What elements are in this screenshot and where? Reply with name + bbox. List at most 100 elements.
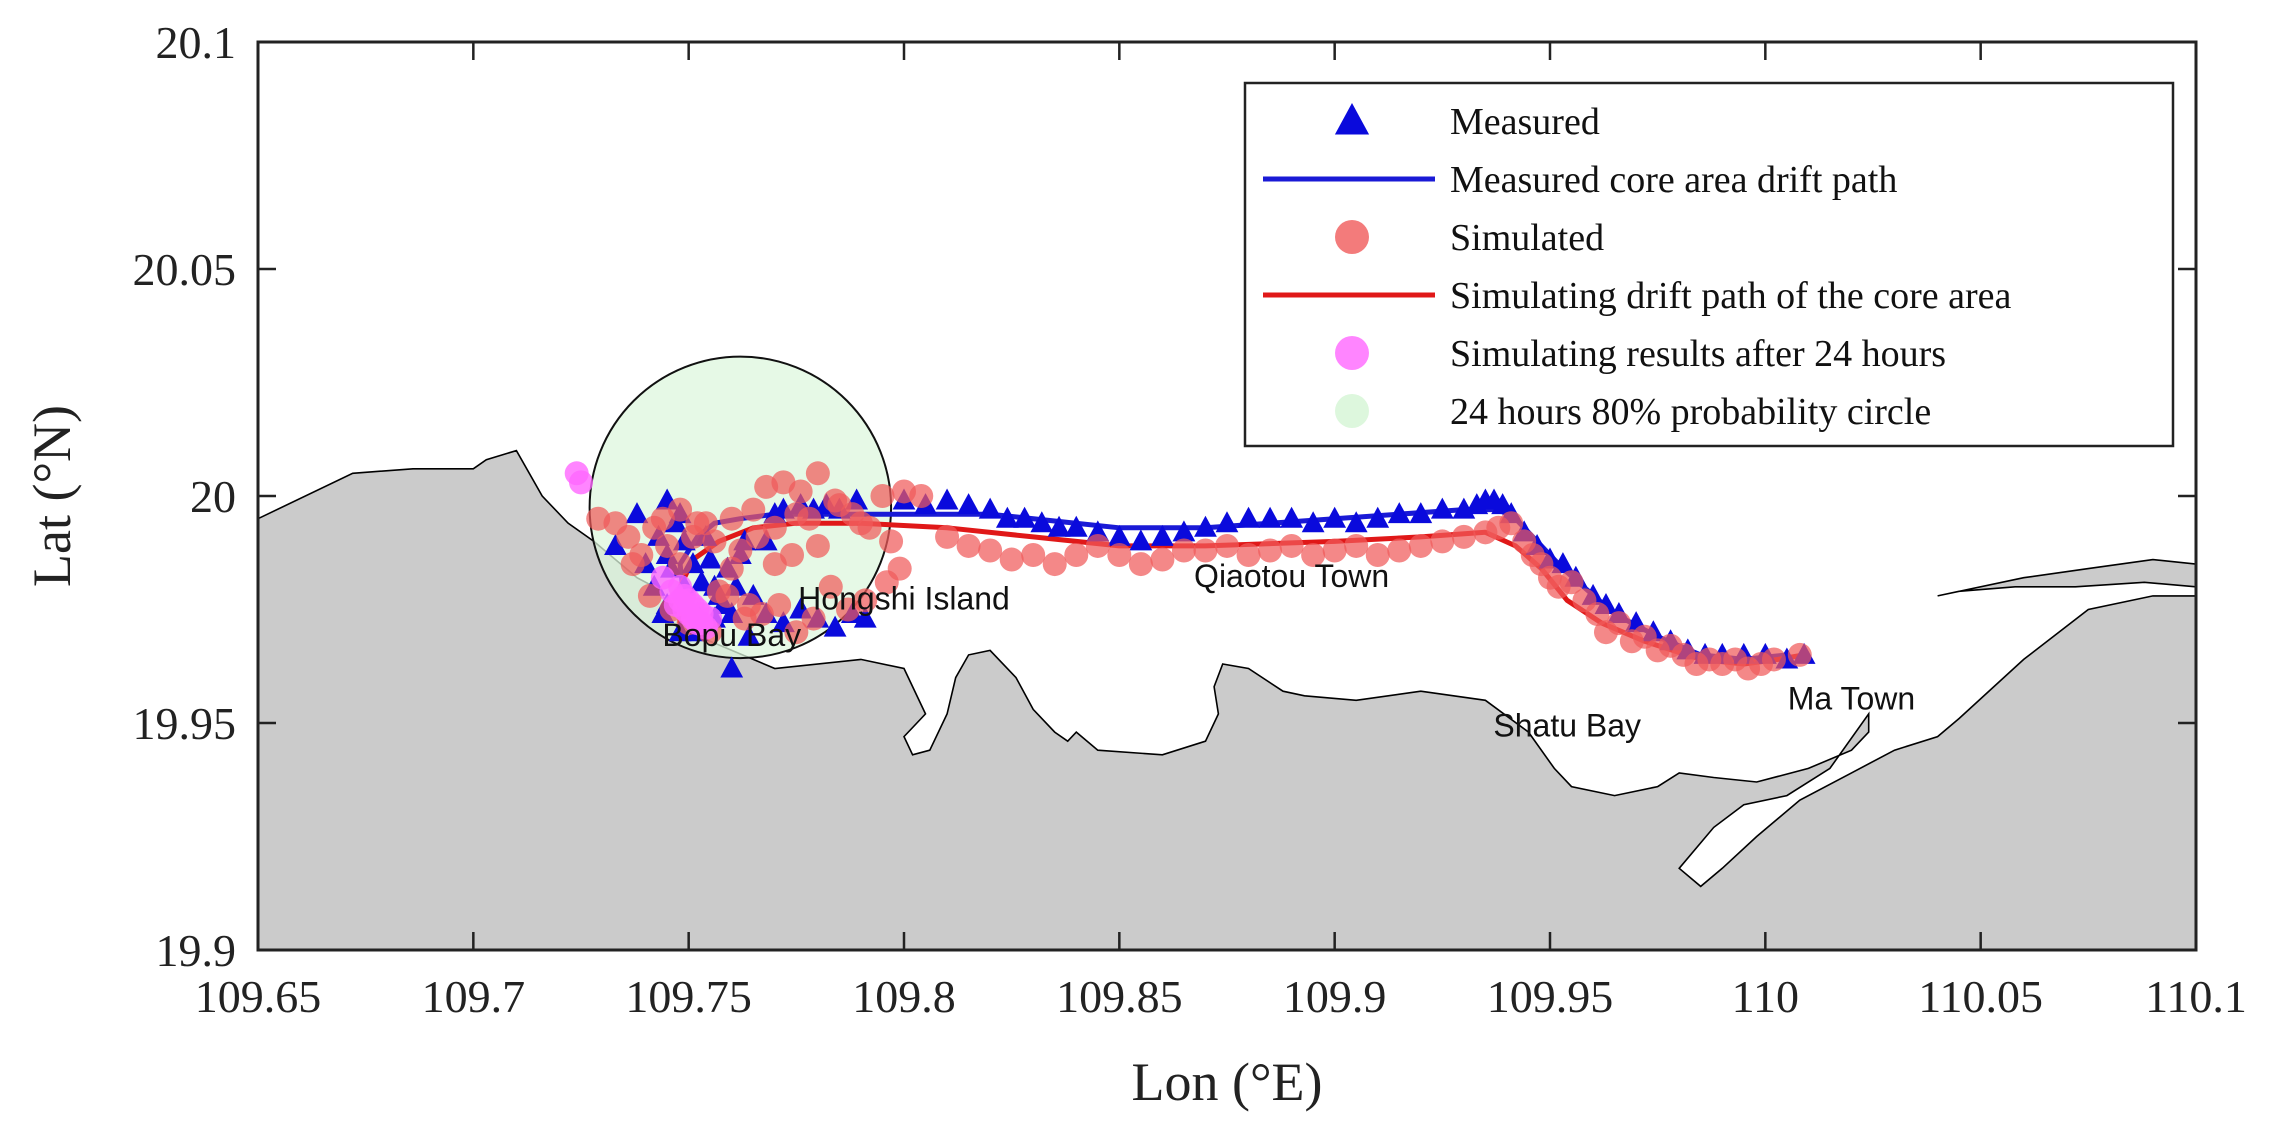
x-tick-label: 109.9 (1283, 971, 1387, 1022)
simulated-point (1451, 524, 1476, 549)
simulated-point (1387, 538, 1412, 563)
simulated-point (1064, 543, 1089, 568)
y-tick-label: 20.05 (133, 244, 237, 295)
simulated-point (1344, 533, 1369, 558)
measured-point (1172, 520, 1196, 542)
simulated-point (1761, 647, 1786, 672)
measured-point (1013, 506, 1036, 528)
simulated-point (1021, 543, 1046, 568)
simulated-point (1585, 602, 1610, 627)
measured-point (1280, 506, 1303, 528)
simulated-point (999, 547, 1024, 572)
simulated-point (1193, 538, 1218, 563)
simulated-point (1499, 511, 1524, 536)
legend-label: Simulating drift path of the core area (1450, 275, 2011, 317)
simulated-point (788, 479, 813, 504)
measured-point (1194, 515, 1217, 537)
simulated-point (685, 511, 710, 536)
y-axis-label: Lat (°N) (22, 405, 82, 587)
simulated-point (1365, 543, 1390, 568)
simulated-point (870, 484, 895, 508)
x-axis-label: Lon (°E) (1131, 1052, 1322, 1112)
simulated-point (1787, 642, 1812, 667)
place-label: Ma Town (1788, 680, 1915, 716)
simulated-point (780, 543, 805, 568)
simulated-point (715, 583, 740, 608)
x-tick-label: 110.05 (1918, 971, 2043, 1022)
measured-point (1344, 511, 1368, 533)
simulated-point (784, 502, 809, 527)
simulated-point (956, 533, 981, 558)
x-tick-label: 109.65 (195, 971, 322, 1022)
measured-point (1387, 502, 1411, 524)
legend-label: Simulating results after 24 hours (1450, 333, 1946, 375)
measured-point (690, 570, 713, 592)
measured-point (978, 497, 1002, 519)
measured-point (1129, 529, 1153, 551)
y-tick-label: 20.1 (156, 17, 237, 68)
measured-point (1409, 502, 1433, 524)
simulated-point (879, 529, 904, 554)
simulated-point (668, 497, 693, 522)
measured-point (1301, 511, 1325, 533)
simulated-point (784, 620, 809, 645)
legend-label: Measured (1450, 101, 1600, 143)
x-tick-label: 109.75 (625, 971, 752, 1022)
x-tick-label: 109.7 (422, 971, 526, 1022)
simulated-point (805, 533, 830, 558)
simulated-point (637, 583, 662, 608)
simulated-point (1279, 533, 1304, 558)
after24-point (569, 470, 593, 495)
simulated-point (1408, 533, 1433, 558)
x-tick-label: 110.1 (2145, 971, 2247, 1022)
simulated-point (655, 533, 680, 558)
measured-point (698, 547, 722, 569)
measured-point (1107, 524, 1131, 546)
legend-measured-symbol (1334, 103, 1370, 135)
y-tick-label: 19.95 (133, 698, 237, 749)
measured-point (720, 656, 744, 678)
place-label: Shatu Bay (1493, 708, 1641, 744)
simulated-point (887, 556, 912, 581)
measured-point (1430, 497, 1454, 519)
simulated-point (702, 529, 727, 554)
simulated-point (728, 538, 753, 563)
measured-point (935, 488, 959, 510)
place-label: Hongshi Island (798, 581, 1010, 617)
x-tick-label: 110 (1732, 971, 1799, 1022)
simulated-point (668, 552, 693, 577)
measured-point (1237, 506, 1260, 528)
simulated-point (719, 506, 744, 531)
simulated-point (616, 524, 641, 549)
y-tick-label: 19.9 (156, 925, 237, 976)
simulated-point (719, 556, 744, 581)
after24-point (685, 597, 710, 622)
legend-dot-symbol (1335, 336, 1369, 370)
measured-point (1064, 515, 1088, 537)
measured-point (1366, 506, 1390, 528)
simulated-point (1322, 538, 1347, 563)
simulated-point (1107, 543, 1132, 568)
y-tick-label: 20 (190, 471, 236, 522)
legend-label: 24 hours 80% probability circle (1450, 391, 1931, 433)
east-coast-land (1937, 558, 2196, 597)
measured-point (1323, 506, 1347, 528)
simulated-point (1559, 570, 1584, 595)
simulated-point (762, 515, 787, 540)
simulated-point (1085, 533, 1110, 558)
measured-point (995, 506, 1019, 528)
simulated-point (1128, 552, 1153, 577)
legend-circle-symbol (1335, 394, 1369, 428)
measured-point (957, 493, 980, 515)
simulated-point (1606, 611, 1631, 636)
simulated-point (853, 588, 878, 613)
place-label: Bopu Bay (662, 617, 801, 653)
simulated-point (1215, 533, 1239, 558)
simulated-point (1258, 538, 1283, 563)
measured-point (604, 533, 627, 555)
simulated-point (1150, 547, 1175, 572)
simulated-point (1430, 529, 1455, 554)
measured-point (1030, 511, 1054, 533)
simulated-point (805, 461, 830, 486)
